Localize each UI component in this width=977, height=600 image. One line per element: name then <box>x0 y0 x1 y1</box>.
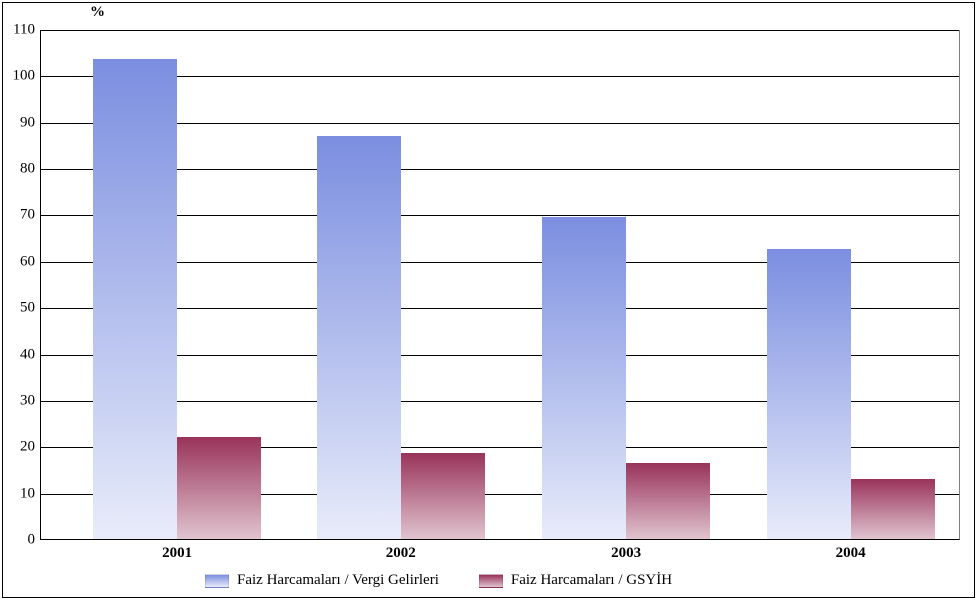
legend-swatch <box>205 574 229 588</box>
bar-fill <box>626 463 710 540</box>
y-tick-label: 30 <box>20 392 41 409</box>
y-axis-unit-label: % <box>90 4 105 21</box>
bar-fill <box>542 217 626 539</box>
legend-item: Faiz Harcamaları / GSYİH <box>479 572 672 589</box>
legend-label: Faiz Harcamaları / GSYİH <box>511 572 672 589</box>
x-tick-label: 2004 <box>836 539 866 562</box>
gridline <box>41 30 959 31</box>
y-tick-label: 0 <box>28 532 42 549</box>
bar-fill <box>767 249 851 539</box>
chart-container: % 01020304050607080901001102001200220032… <box>0 0 977 600</box>
x-tick-label: 2001 <box>162 539 192 562</box>
y-tick-label: 100 <box>13 68 42 85</box>
bar-fill <box>401 453 485 539</box>
bar-fill <box>317 136 401 539</box>
gridline <box>41 215 959 216</box>
legend-label: Faiz Harcamaları / Vergi Gelirleri <box>237 572 439 589</box>
plot-area: 0102030405060708090100110200120022003200… <box>40 30 960 540</box>
bar <box>542 217 626 539</box>
bar <box>401 453 485 539</box>
bar <box>851 479 935 539</box>
y-tick-label: 20 <box>20 439 41 456</box>
gridline <box>41 169 959 170</box>
y-tick-label: 90 <box>20 114 41 131</box>
bar-fill <box>93 59 177 539</box>
y-tick-label: 80 <box>20 161 41 178</box>
gridline <box>41 123 959 124</box>
bar-fill <box>851 479 935 539</box>
gridline <box>41 76 959 77</box>
x-tick-label: 2002 <box>386 539 416 562</box>
legend-item: Faiz Harcamaları / Vergi Gelirleri <box>205 572 439 589</box>
y-tick-label: 10 <box>20 485 41 502</box>
bar <box>177 437 261 539</box>
y-tick-label: 50 <box>20 300 41 317</box>
y-tick-label: 40 <box>20 346 41 363</box>
x-tick-label: 2003 <box>611 539 641 562</box>
bar-fill <box>177 437 261 539</box>
bar <box>767 249 851 539</box>
y-tick-label: 110 <box>13 22 41 39</box>
bar <box>317 136 401 539</box>
bar <box>626 463 710 540</box>
legend: Faiz Harcamaları / Vergi Gelirleri Faiz … <box>205 572 672 589</box>
y-tick-label: 60 <box>20 253 41 270</box>
legend-swatch <box>479 574 503 588</box>
bar <box>93 59 177 539</box>
y-tick-label: 70 <box>20 207 41 224</box>
